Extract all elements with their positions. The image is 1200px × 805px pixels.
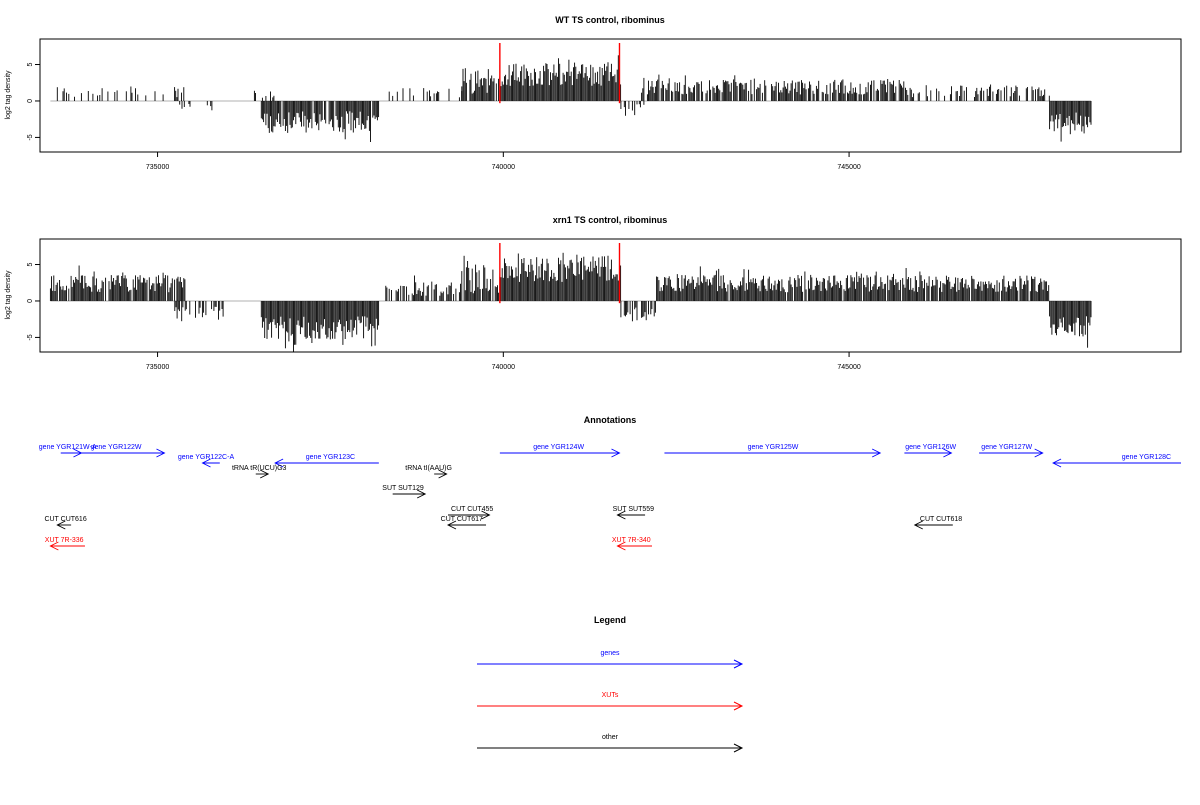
feature-arrowhead: [446, 520, 457, 530]
wt-track-title: WT TS control, ribominus: [555, 15, 665, 25]
xrn1-track-title: xrn1 TS control, ribominus: [553, 215, 668, 225]
feature-arrowhead: [56, 520, 66, 530]
feature-arrowhead: [616, 541, 626, 551]
annotations-title: Annotations: [584, 415, 637, 425]
feature-arrowhead: [201, 458, 211, 468]
feature-label: XUT 7R-336: [45, 537, 84, 544]
feature-arrowhead: [156, 448, 166, 458]
y-tick-label: 0: [27, 99, 34, 103]
feature-label: gene YGR128C: [1122, 454, 1171, 461]
feature-label: CUT CUT455: [451, 506, 493, 513]
x-tick-label: 740000: [492, 164, 515, 171]
feature-arrowhead: [1052, 458, 1062, 468]
legend-label: XUTs: [602, 692, 619, 699]
feature-label: tRNA tI(AAU)G: [405, 465, 452, 472]
feature-arrowhead: [259, 469, 270, 479]
legend-arrowhead: [733, 743, 744, 753]
feature-arrowhead: [943, 448, 953, 458]
feature-label: CUT CUT618: [920, 516, 962, 523]
feature-label: SUT SUT559: [613, 506, 655, 513]
y-tick-label: -5: [27, 334, 34, 340]
feature-arrowhead: [438, 469, 448, 479]
x-tick-label: 735000: [146, 364, 169, 371]
feature-arrowhead: [616, 510, 626, 520]
x-tick-label: 745000: [837, 164, 860, 171]
feature-label: gene YGR126W: [905, 444, 956, 451]
feature-label: SUT SUT129: [382, 485, 424, 492]
y-tick-label: 0: [27, 299, 34, 303]
feature-arrowhead: [416, 489, 427, 499]
feature-arrowhead: [611, 448, 621, 458]
legend-arrowhead: [733, 701, 744, 711]
feature-label: XUT 7R-340: [612, 537, 651, 544]
plot-frame: [39, 38, 1182, 153]
feature-label: tRNA tR(UCU)G3: [232, 465, 287, 472]
feature-label: CUT CUT616: [44, 516, 86, 523]
feature-label: gene YGR121W-A: [39, 444, 97, 451]
xrn1-track-panel: xrn1 TS control, ribominus log2 tag dens…: [5, 215, 1182, 371]
feature-arrowhead: [274, 458, 284, 468]
feature-label: gene YGR122C-A: [178, 454, 235, 461]
legend-label: genes: [600, 650, 620, 657]
feature-label: gene YGR122W: [91, 444, 142, 451]
feature-label: gene YGR125W: [748, 444, 799, 451]
y-tick-label: 5: [27, 262, 34, 266]
xrn1-track-ylabel: log2 tag density: [5, 270, 12, 320]
feature-arrowhead: [913, 520, 923, 530]
y-tick-label: 5: [27, 62, 34, 66]
x-tick-label: 740000: [492, 364, 515, 371]
feature-label: gene YGR127W: [981, 444, 1032, 451]
legend-title: Legend: [594, 615, 626, 625]
wt-track-ylabel: log2 tag density: [5, 70, 12, 120]
x-tick-label: 735000: [146, 164, 169, 171]
legend-label: other: [602, 734, 619, 741]
feature-label: gene YGR124W: [533, 444, 584, 451]
feature-arrowhead: [481, 510, 491, 520]
y-tick-label: -5: [27, 134, 34, 140]
wt-track-panel: WT TS control, ribominus log2 tag densit…: [5, 15, 1182, 171]
plot-frame: [39, 238, 1182, 353]
legend-panel: Legend genes XUTs other: [477, 615, 744, 753]
feature-arrowhead: [49, 541, 59, 551]
legend-arrowhead: [733, 659, 744, 669]
feature-arrowhead: [1034, 448, 1044, 458]
feature-label: gene YGR123C: [306, 454, 355, 461]
feature-label: CUT CUT617: [441, 516, 483, 523]
feature-arrowhead: [871, 448, 882, 458]
x-tick-label: 745000: [837, 364, 860, 371]
